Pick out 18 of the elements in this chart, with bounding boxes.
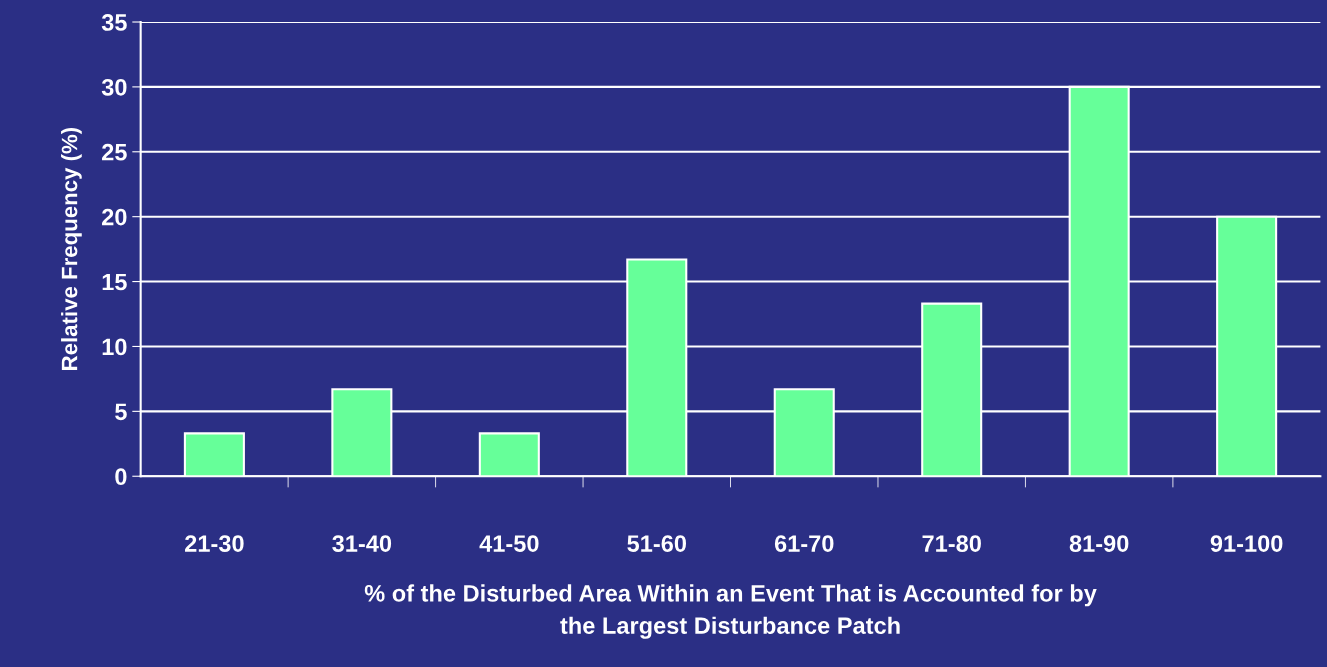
x-axis-title: % of the Disturbed Area Within an Event That is Accounted for by the Largest Disturbance Patch — [364, 584, 1097, 639]
x-tick-label: 71-80 — [922, 535, 981, 552]
x-tick-label: 51-60 — [627, 535, 687, 552]
y-tick-label: 30 — [101, 78, 127, 96]
y-tick-label: 5 — [115, 403, 127, 421]
x-tick-label: 41-50 — [479, 535, 539, 552]
x-tick-label: 81-90 — [1069, 535, 1129, 552]
y-tick-label: 15 — [102, 273, 127, 291]
x-tick-label: 21-30 — [185, 535, 244, 552]
y-tick-label: 0 — [115, 468, 127, 486]
x-tick-label: 91-100 — [1210, 535, 1283, 552]
x-tick-label: 61-70 — [774, 535, 834, 552]
y-tick-label: 20 — [102, 208, 127, 226]
y-axis-title: Relative Frequency (%) — [61, 127, 82, 370]
y-tick-label: 35 — [101, 14, 127, 31]
y-tick-label: 10 — [102, 338, 127, 356]
y-tick-label: 25 — [102, 143, 127, 161]
x-tick-label: 31-40 — [332, 535, 392, 552]
